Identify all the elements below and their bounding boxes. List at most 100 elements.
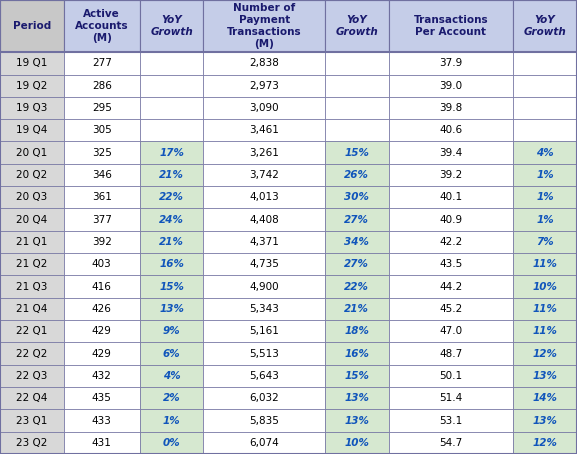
Bar bbox=[64, 410, 140, 432]
Bar bbox=[0, 253, 64, 276]
Bar bbox=[204, 432, 325, 454]
Bar bbox=[140, 231, 204, 253]
Text: Period: Period bbox=[13, 21, 51, 31]
Bar bbox=[0, 298, 64, 320]
Text: 3,090: 3,090 bbox=[249, 103, 279, 113]
Text: 48.7: 48.7 bbox=[439, 349, 463, 359]
Text: 24%: 24% bbox=[159, 215, 184, 225]
Bar bbox=[325, 387, 389, 410]
Bar bbox=[64, 276, 140, 298]
Text: 6,074: 6,074 bbox=[249, 438, 279, 448]
Text: 426: 426 bbox=[92, 304, 112, 314]
Text: 4,371: 4,371 bbox=[249, 237, 279, 247]
Bar bbox=[140, 276, 204, 298]
Bar bbox=[513, 253, 577, 276]
Text: 5,643: 5,643 bbox=[249, 371, 279, 381]
Bar bbox=[325, 276, 389, 298]
Text: 10%: 10% bbox=[533, 281, 557, 291]
Bar bbox=[64, 320, 140, 342]
Text: 2%: 2% bbox=[163, 393, 181, 403]
Text: 39.0: 39.0 bbox=[440, 81, 463, 91]
Text: 2,838: 2,838 bbox=[249, 59, 279, 69]
Bar bbox=[513, 410, 577, 432]
Text: 34%: 34% bbox=[344, 237, 369, 247]
Bar bbox=[204, 164, 325, 186]
Bar bbox=[64, 253, 140, 276]
Bar bbox=[0, 186, 64, 208]
Text: 21%: 21% bbox=[159, 170, 184, 180]
Bar bbox=[64, 208, 140, 231]
Text: 7%: 7% bbox=[536, 237, 554, 247]
Bar bbox=[0, 208, 64, 231]
Text: 19 Q4: 19 Q4 bbox=[16, 125, 47, 135]
Text: 23 Q1: 23 Q1 bbox=[16, 415, 47, 425]
Bar bbox=[513, 97, 577, 119]
Bar bbox=[140, 119, 204, 142]
Bar bbox=[0, 320, 64, 342]
Text: 392: 392 bbox=[92, 237, 112, 247]
Text: 416: 416 bbox=[92, 281, 112, 291]
Bar bbox=[513, 52, 577, 74]
Bar bbox=[64, 432, 140, 454]
Text: 4,408: 4,408 bbox=[249, 215, 279, 225]
Text: 27%: 27% bbox=[344, 259, 369, 269]
Bar bbox=[513, 320, 577, 342]
Text: 1%: 1% bbox=[536, 192, 554, 202]
Bar bbox=[64, 365, 140, 387]
Text: 3,261: 3,261 bbox=[249, 148, 279, 158]
Text: YoY
Growth: YoY Growth bbox=[335, 15, 378, 37]
Bar bbox=[325, 410, 389, 432]
Bar bbox=[0, 164, 64, 186]
Bar bbox=[389, 365, 513, 387]
Bar bbox=[64, 186, 140, 208]
Bar bbox=[0, 0, 64, 52]
Bar bbox=[389, 97, 513, 119]
Text: 43.5: 43.5 bbox=[439, 259, 463, 269]
Text: 40.6: 40.6 bbox=[440, 125, 463, 135]
Bar bbox=[325, 119, 389, 142]
Bar bbox=[204, 119, 325, 142]
Bar bbox=[513, 0, 577, 52]
Bar bbox=[513, 365, 577, 387]
Bar bbox=[140, 164, 204, 186]
Bar bbox=[204, 231, 325, 253]
Bar bbox=[513, 74, 577, 97]
Text: 325: 325 bbox=[92, 148, 112, 158]
Bar bbox=[325, 320, 389, 342]
Text: 277: 277 bbox=[92, 59, 112, 69]
Bar bbox=[389, 186, 513, 208]
Bar bbox=[64, 298, 140, 320]
Bar bbox=[389, 253, 513, 276]
Bar bbox=[513, 119, 577, 142]
Text: 20 Q2: 20 Q2 bbox=[16, 170, 47, 180]
Text: 20 Q1: 20 Q1 bbox=[16, 148, 47, 158]
Bar bbox=[204, 410, 325, 432]
Text: 22%: 22% bbox=[159, 192, 184, 202]
Text: 14%: 14% bbox=[533, 393, 557, 403]
Text: 26%: 26% bbox=[344, 170, 369, 180]
Bar bbox=[140, 142, 204, 164]
Bar bbox=[389, 231, 513, 253]
Text: 19 Q1: 19 Q1 bbox=[16, 59, 47, 69]
Text: 433: 433 bbox=[92, 415, 112, 425]
Text: Transactions
Per Account: Transactions Per Account bbox=[414, 15, 488, 37]
Text: 12%: 12% bbox=[533, 438, 557, 448]
Bar bbox=[513, 231, 577, 253]
Bar bbox=[389, 119, 513, 142]
Bar bbox=[204, 0, 325, 52]
Bar bbox=[325, 231, 389, 253]
Text: 13%: 13% bbox=[344, 393, 369, 403]
Bar bbox=[389, 432, 513, 454]
Bar bbox=[325, 253, 389, 276]
Bar bbox=[140, 253, 204, 276]
Bar bbox=[325, 0, 389, 52]
Text: 3,461: 3,461 bbox=[249, 125, 279, 135]
Bar bbox=[64, 231, 140, 253]
Bar bbox=[513, 208, 577, 231]
Text: 21 Q1: 21 Q1 bbox=[16, 237, 47, 247]
Bar bbox=[513, 298, 577, 320]
Bar bbox=[204, 142, 325, 164]
Text: 346: 346 bbox=[92, 170, 112, 180]
Bar bbox=[204, 387, 325, 410]
Bar bbox=[204, 298, 325, 320]
